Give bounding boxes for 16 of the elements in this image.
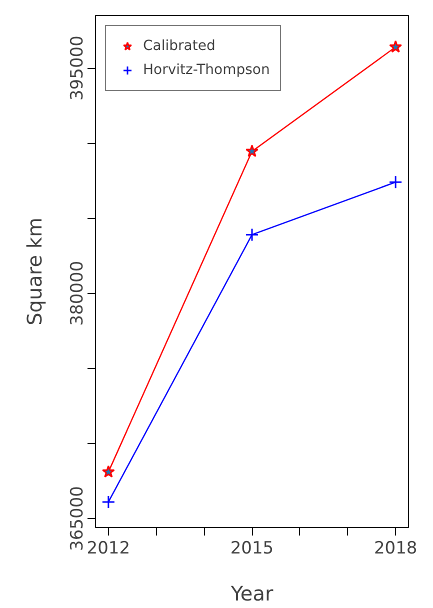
y-tick-label: 380000: [68, 260, 88, 326]
point: [246, 144, 258, 157]
legend-label: Horvitz-Thompson: [143, 62, 270, 78]
point: [388, 175, 402, 189]
y-tick-label: 365000: [68, 486, 88, 551]
x-axis-title: Year: [230, 582, 274, 606]
point: [245, 228, 259, 242]
point: [389, 40, 402, 53]
y-tick-label: 395000: [68, 36, 88, 100]
point: [102, 495, 116, 509]
y-axis-title: Square km: [22, 218, 46, 326]
x-tick-label: 2012: [86, 538, 130, 558]
legend-label: Calibrated: [143, 38, 216, 54]
x-tick-label: 2018: [374, 538, 418, 558]
x-tick-label: 2015: [230, 538, 274, 558]
point: [102, 465, 115, 478]
